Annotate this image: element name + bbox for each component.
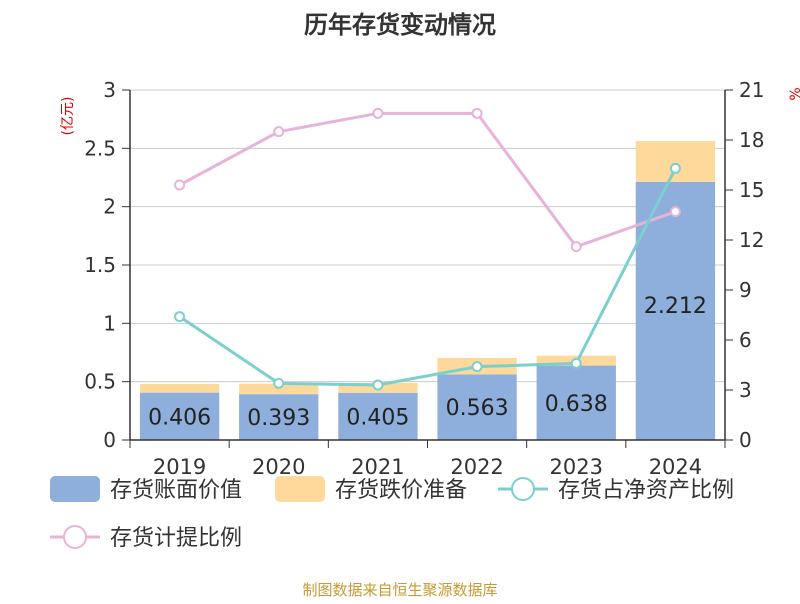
legend-label: 存货账面价值: [110, 478, 242, 503]
x-tick-label: 2020: [252, 455, 305, 479]
left-tick-label: 3: [103, 78, 116, 102]
bar-impairment-provision: [635, 141, 716, 182]
legend-swatch-marker: [63, 525, 87, 549]
legend-swatch: [275, 476, 325, 502]
right-tick-label: 9: [739, 278, 752, 302]
bar-book-value: [437, 374, 517, 440]
left-tick-label: 1.5: [84, 253, 116, 277]
line-point: [471, 361, 483, 373]
bar-book-value: [635, 181, 716, 440]
line-series: [178, 111, 676, 249]
line-point: [471, 107, 483, 119]
bar-book-value: [536, 365, 616, 440]
right-tick-label: 0: [739, 428, 752, 452]
bar-value-label: 0.406: [148, 405, 211, 430]
left-tick-label: 1: [103, 311, 116, 335]
bar-value-label: 0.638: [545, 392, 608, 417]
bar-impairment-provision: [239, 383, 319, 395]
left-tick-label: 0.5: [84, 370, 116, 394]
legend-label: 存货占净资产比例: [558, 478, 734, 503]
line-point: [174, 311, 186, 323]
left-tick-label: 0: [103, 428, 116, 452]
line-point: [273, 377, 285, 389]
x-tick-label: 2021: [351, 455, 404, 479]
x-tick-label: 2024: [649, 455, 702, 479]
left-tick-label: 2.5: [84, 136, 116, 160]
right-tick-label: 3: [739, 378, 752, 402]
data-labels: 0.406 0.393 0.405 0.563 0.638 2.212: [148, 294, 707, 431]
line-point: [669, 206, 681, 218]
right-tick-label: 6: [739, 328, 752, 352]
bar-value-label: 0.405: [346, 405, 409, 430]
left-tick-label: 2: [103, 195, 116, 219]
right-axis-unit: %: [788, 87, 800, 100]
x-tick-label: 2023: [550, 455, 603, 479]
line-point: [669, 162, 681, 174]
right-tick-label: 21: [739, 78, 764, 102]
chart-title: 历年存货变动情况: [304, 11, 496, 39]
source-note: 制图数据来自恒生聚源数据库: [302, 581, 497, 599]
line-point: [372, 379, 384, 391]
line-point: [273, 126, 285, 138]
right-tick-label: 15: [739, 178, 764, 202]
x-tick-label: 2019: [153, 455, 206, 479]
x-tick-label: 2022: [450, 455, 503, 479]
bars: [139, 141, 716, 440]
lines: [174, 107, 681, 391]
bar-book-value: [139, 392, 220, 440]
grid-lines: [130, 89, 725, 383]
left-axis-unit: (亿元): [60, 97, 76, 136]
right-tick-label: 12: [739, 228, 764, 252]
axes: 0 0.5 1 1.5 2 2.5 3 0 3 6 9 12 15 18 21 2019 2020 2021 202…: [84, 78, 764, 479]
legend-swatch-marker: [511, 477, 535, 501]
legend-swatch: [50, 476, 100, 502]
line-series: [178, 167, 677, 387]
line-point: [570, 241, 582, 253]
bar-impairment-provision: [139, 383, 220, 393]
line-point: [372, 107, 384, 119]
bar-book-value: [239, 394, 319, 440]
bar-value-label: 0.563: [446, 396, 509, 421]
right-tick-label: 18: [739, 128, 764, 152]
bar-value-label: 2.212: [644, 294, 707, 319]
bar-book-value: [338, 392, 418, 440]
bar-value-label: 0.393: [247, 406, 310, 431]
line-point: [570, 357, 582, 369]
line-point: [174, 179, 186, 191]
legend-label: 存货跌价准备: [335, 478, 467, 503]
legend-label: 存货计提比例: [110, 526, 242, 551]
